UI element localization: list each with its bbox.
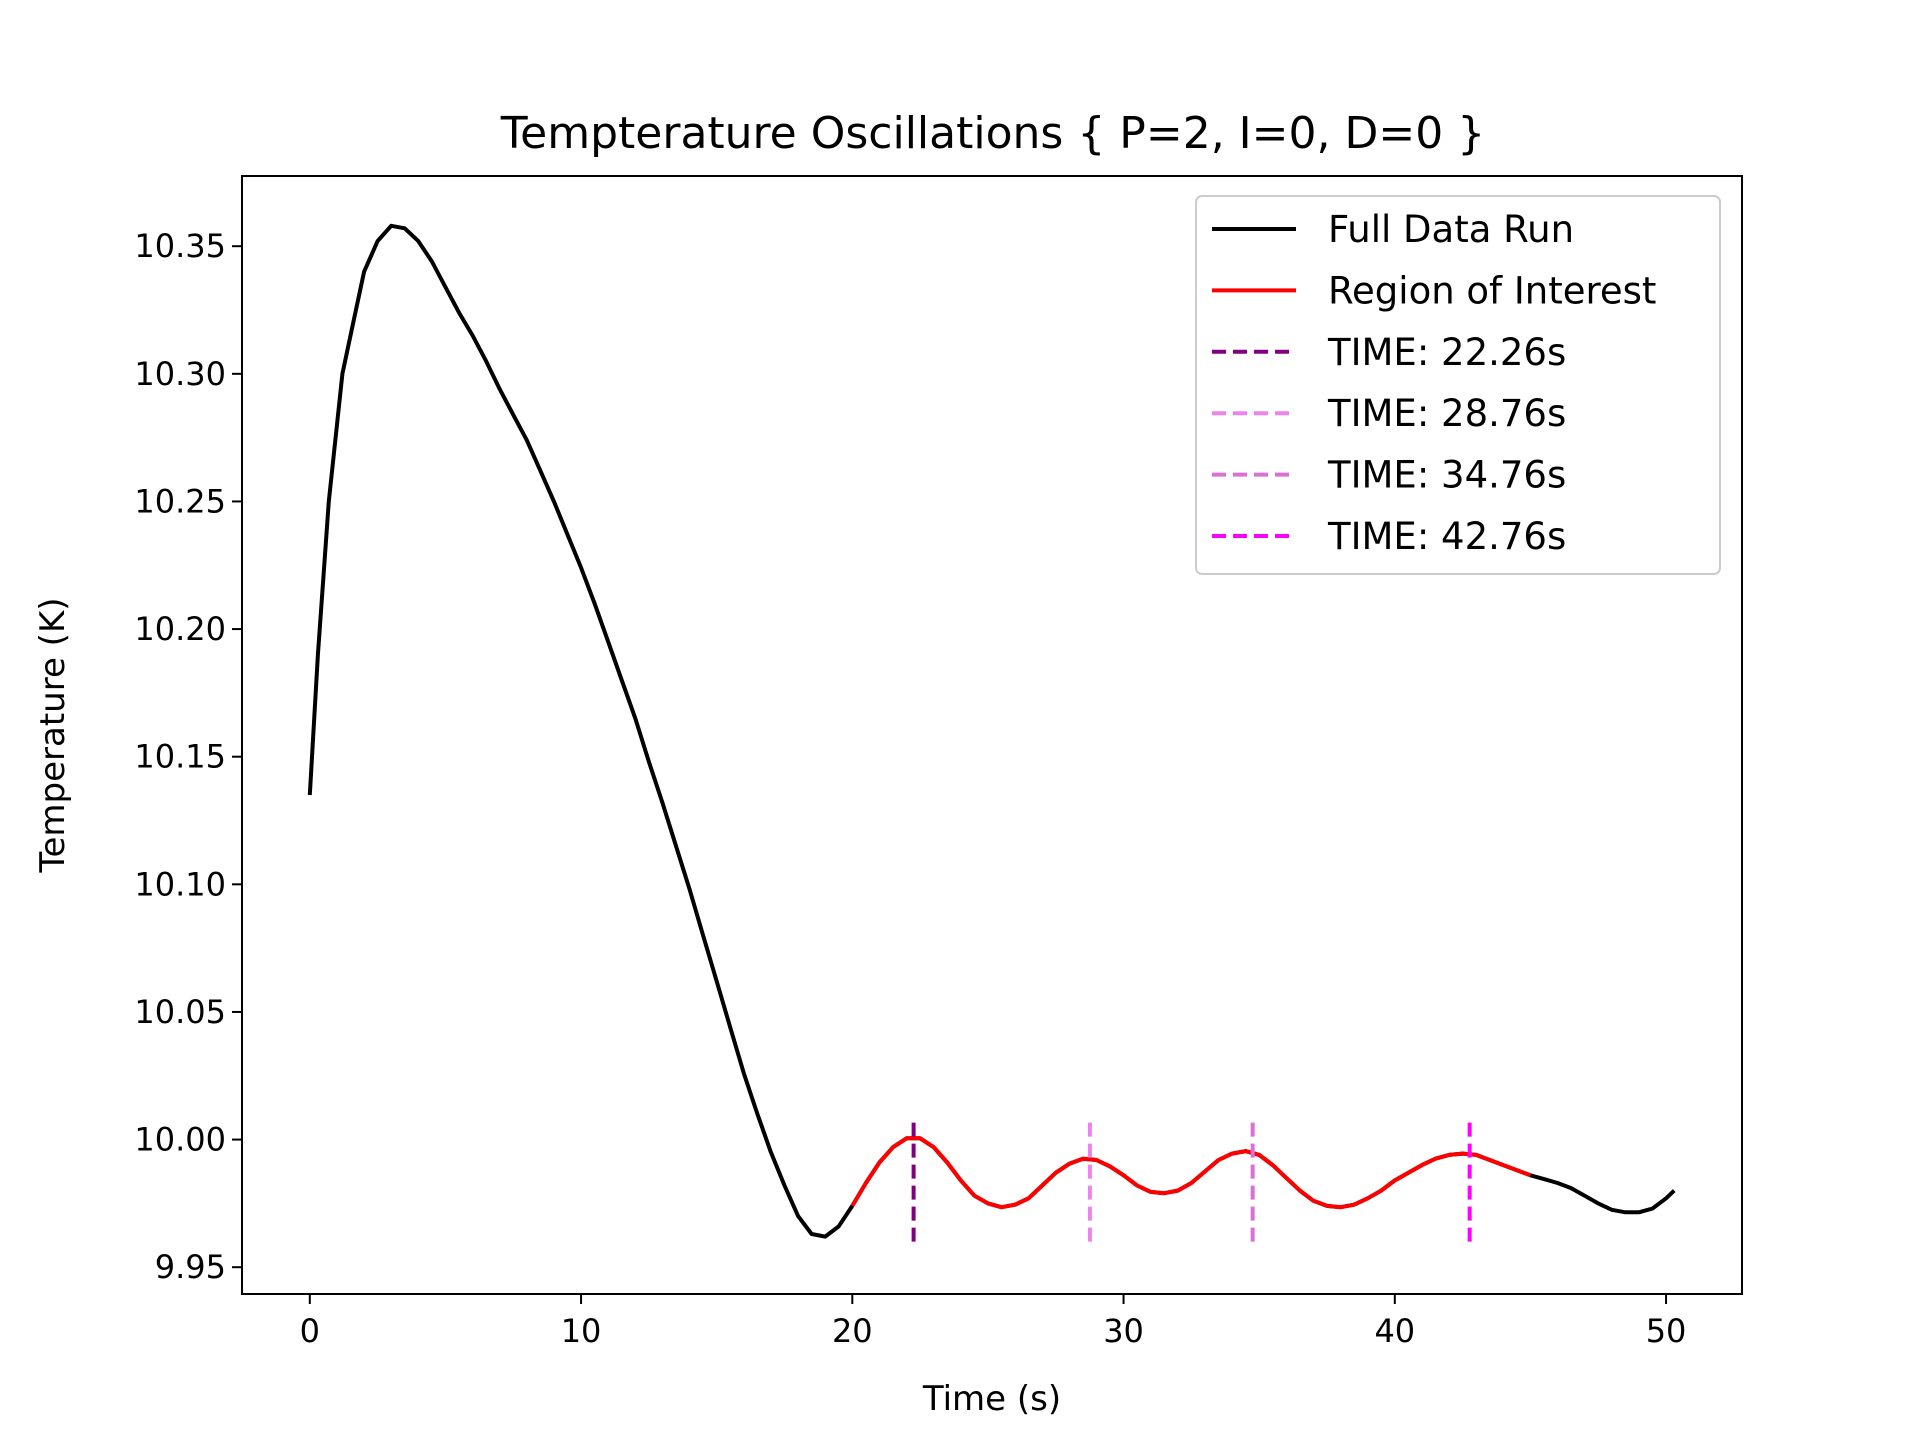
x-tick-label-4: 40 (1374, 1312, 1415, 1350)
legend-label-1: Region of Interest (1328, 269, 1656, 312)
x-tick-label-3: 30 (1103, 1312, 1144, 1350)
chart-title: Tempterature Oscillations { P=2, I=0, D=… (500, 108, 1485, 159)
legend-label-5: TIME: 42.76s (1327, 515, 1566, 558)
series-line-1 (850, 1136, 1532, 1210)
y-tick-label-3: 10.10 (134, 865, 226, 903)
y-tick-label-4: 10.15 (134, 738, 226, 776)
y-tick-label-2: 10.05 (134, 993, 226, 1031)
y-tick-label-7: 10.30 (134, 355, 226, 393)
legend-box (1195, 195, 1721, 575)
x-tick-label-5: 50 (1646, 1312, 1687, 1350)
legend: Full Data Run Region of Interest TIME: 22.… (1195, 195, 1721, 575)
y-tick-label-0: 9.95 (155, 1248, 226, 1286)
y-tick-label-8: 10.35 (134, 227, 226, 265)
y-axis-label: Temperature (K) (33, 597, 73, 873)
x-axis: 0 10 20 30 40 50 (300, 1294, 1687, 1350)
y-tick-label-6: 10.25 (134, 482, 226, 520)
x-tick-label-0: 0 (300, 1312, 320, 1350)
x-tick-label-1: 10 (561, 1312, 602, 1350)
x-axis-label: Time (s) (922, 1379, 1061, 1419)
plot-frame (241, 175, 1743, 1295)
legend-label-2: TIME: 22.26s (1327, 331, 1566, 374)
legend-label-0: Full Data Run (1328, 208, 1574, 251)
y-axis: 9.95 10.00 10.05 10.10 10.15 10.20 10.25 10.30 1… (134, 227, 242, 1286)
legend-label-4: TIME: 34.76s (1327, 454, 1566, 497)
plot-area (307, 223, 1676, 1242)
y-tick-label-5: 10.20 (134, 610, 226, 648)
y-tick-label-1: 10.00 (134, 1121, 226, 1159)
x-tick-label-2: 20 (832, 1312, 873, 1350)
legend-label-3: TIME: 28.76s (1327, 392, 1566, 435)
